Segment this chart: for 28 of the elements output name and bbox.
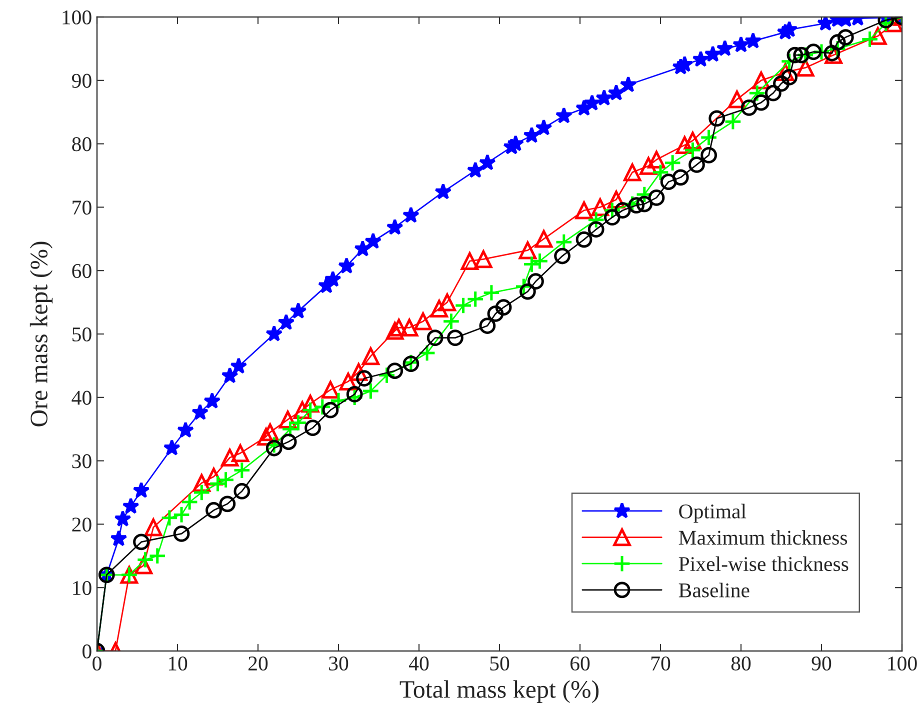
x-tick-label: 100 xyxy=(888,656,917,671)
x-tick-label: 80 xyxy=(731,656,751,671)
x-tick-label: 20 xyxy=(248,656,268,671)
legend-label: Maximum thickness xyxy=(678,530,848,545)
x-tick-label: 0 xyxy=(92,656,102,671)
x-tick-label: 10 xyxy=(168,656,188,671)
y-tick-label: 0 xyxy=(82,644,92,658)
x-tick-label: 60 xyxy=(570,656,590,671)
y-axis-title: Ore mass kept (%) xyxy=(30,242,53,426)
y-tick-label: 60 xyxy=(72,264,92,278)
y-tick-label: 10 xyxy=(73,580,92,596)
x-axis-title: Total mass kept (%) xyxy=(400,680,599,703)
x-tick-label: 50 xyxy=(490,656,510,671)
legend-label: Baseline xyxy=(678,582,750,598)
y-tick-label: 90 xyxy=(72,74,92,88)
y-tick-label: 70 xyxy=(72,200,92,215)
x-tick-label: 30 xyxy=(329,656,348,671)
legend-label: Optimal xyxy=(679,504,746,523)
x-tick-label: 40 xyxy=(408,656,429,671)
y-tick-label: 20 xyxy=(72,518,92,532)
y-tick-label: 100 xyxy=(62,10,92,24)
y-tick-label: 50 xyxy=(72,327,92,342)
y-tick-label: 30 xyxy=(72,454,92,468)
legend-label: Pixel-wise thickness xyxy=(678,556,848,572)
y-tick-label: 40 xyxy=(72,390,92,405)
y-tick-label: 80 xyxy=(72,137,92,152)
x-tick-label: 90 xyxy=(812,656,832,671)
x-tick-label: 70 xyxy=(651,656,670,671)
